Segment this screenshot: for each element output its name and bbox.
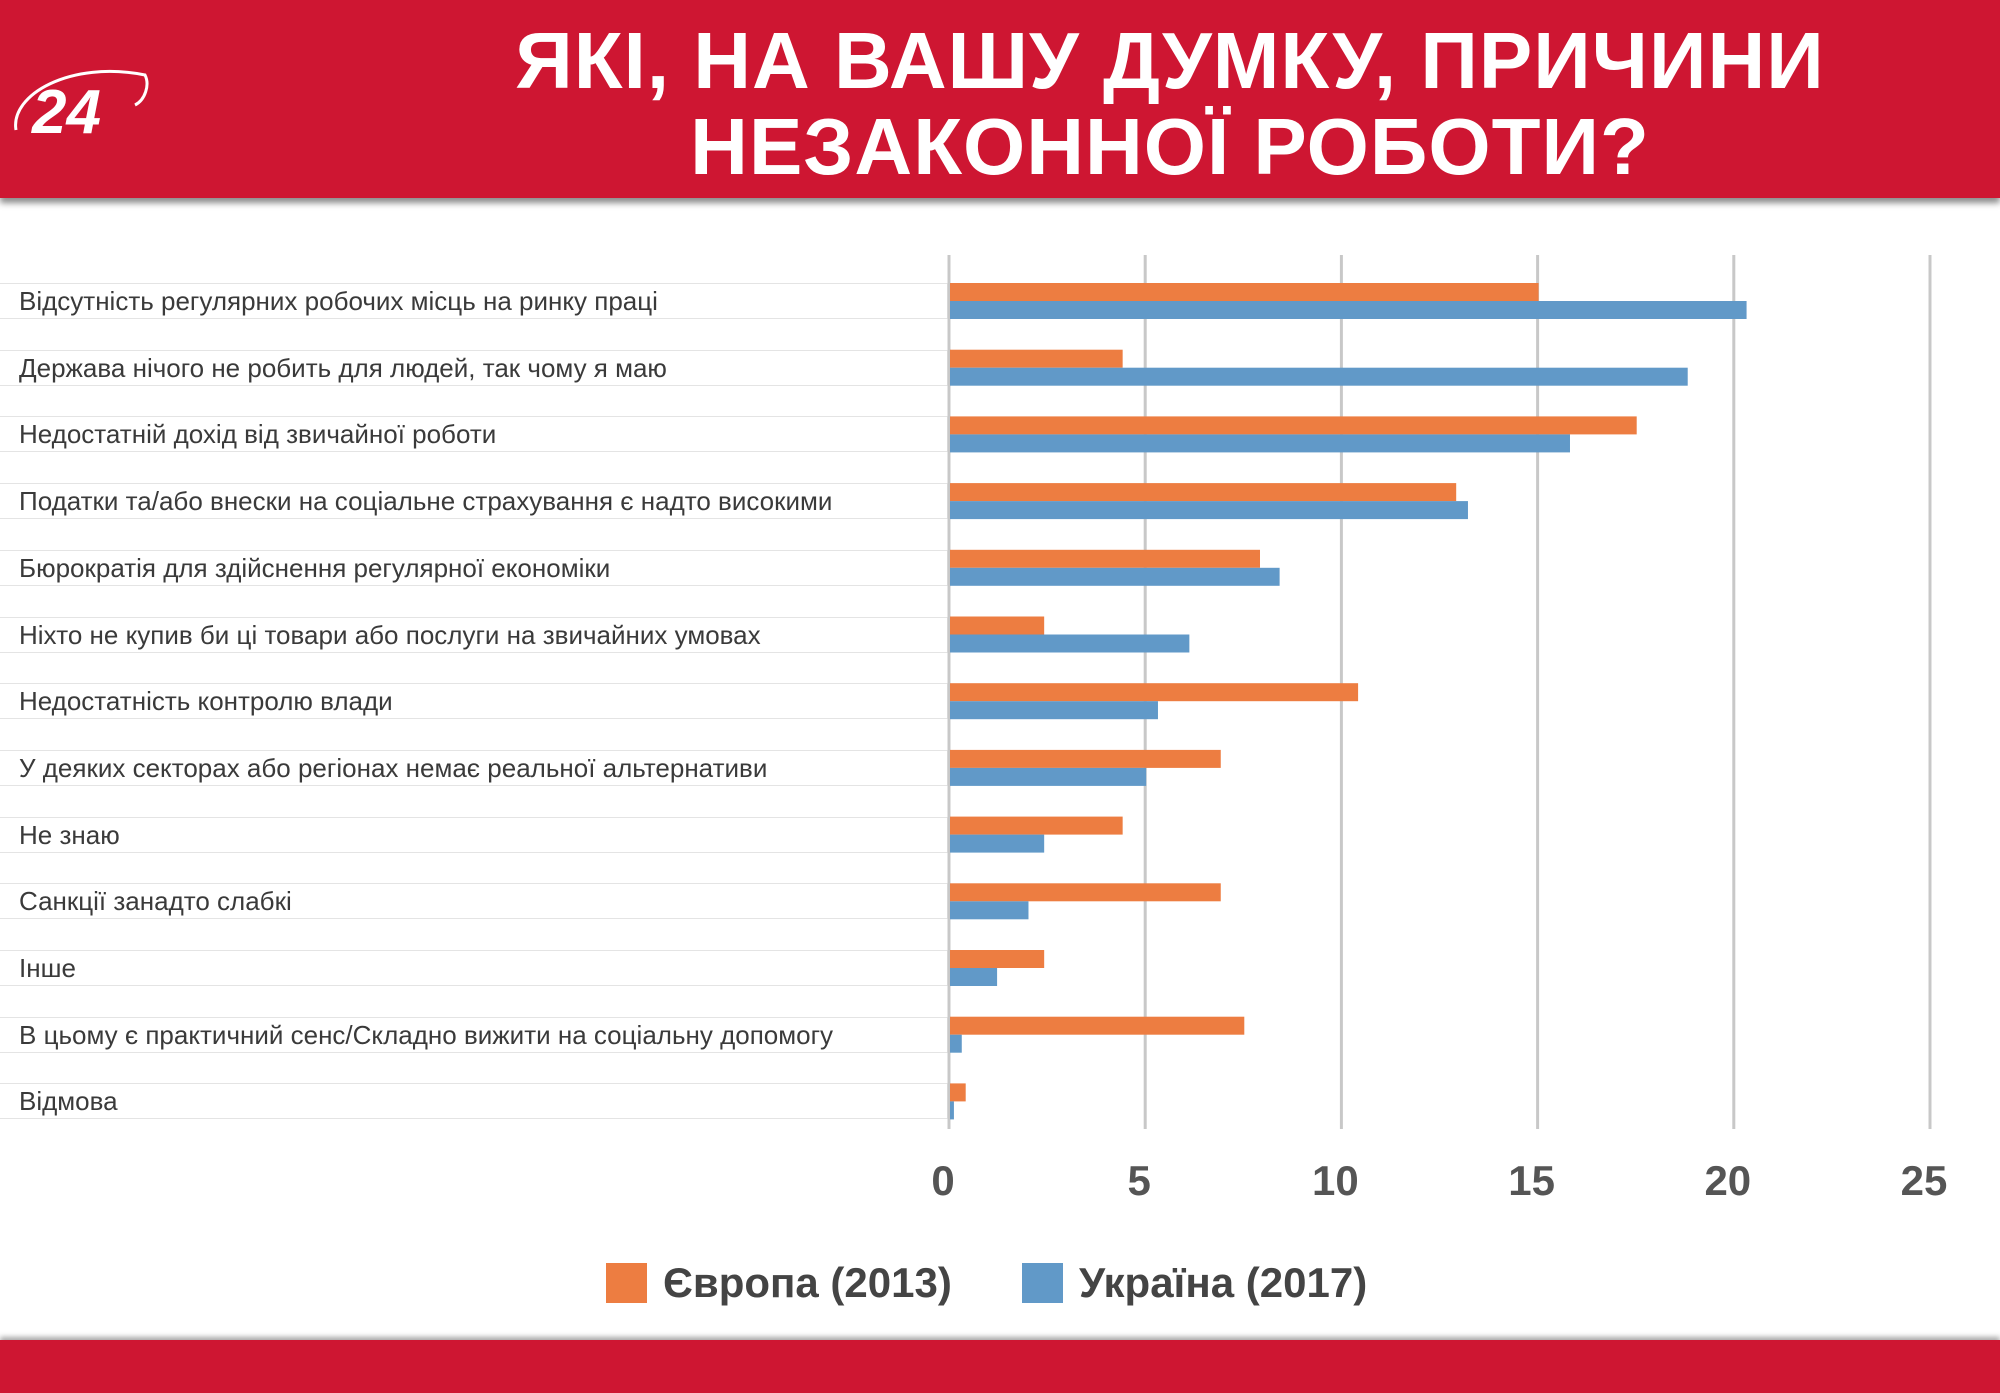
bar-europe: [950, 1016, 1245, 1035]
category-label: Відмова: [19, 1086, 118, 1117]
category-row: Не знаю: [0, 816, 948, 853]
x-tick-label: 0: [931, 1157, 954, 1204]
bar-europe: [950, 349, 1123, 368]
category-row: Відсутність регулярних робочих місць на …: [0, 283, 948, 319]
category-row: Держава нічого не робить для людей, так …: [0, 349, 948, 386]
x-tick-label: 15: [1508, 1157, 1555, 1204]
bar-ukraine: [950, 501, 1468, 520]
category-label: Недостатність контролю влади: [19, 686, 393, 717]
category-row: В цьому є практичний сенс/Складно вижити…: [0, 1016, 948, 1053]
category-row: У деяких секторах або регіонах немає реа…: [0, 749, 948, 786]
category-row: Інше: [0, 950, 948, 986]
category-row: Ніхто не купив би ці товари або послуги …: [0, 616, 948, 653]
category-label: Не знаю: [19, 819, 120, 850]
x-tick-label: 25: [1901, 1157, 1948, 1204]
bar-ukraine: [950, 701, 1158, 720]
bar-ukraine: [950, 301, 1747, 319]
bar-ukraine: [950, 834, 1045, 853]
category-label: В цьому є практичний сенс/Складно вижити…: [19, 1019, 834, 1050]
page-title: ЯКІ, НА ВАШУ ДУМКУ, ПРИЧИНИ НЕЗАКОННОЇ Р…: [300, 18, 2000, 190]
bar-europe: [950, 683, 1359, 702]
bar-europe: [950, 950, 1045, 968]
bar-europe: [950, 816, 1123, 835]
footer-banner: [0, 1340, 2000, 1393]
title-line-1: ЯКІ, НА ВАШУ ДУМКУ, ПРИЧИНИ: [515, 16, 1825, 105]
category-row: Відмова: [0, 1083, 948, 1120]
bar-europe: [950, 1083, 966, 1102]
legend-label-europe: Європа (2013): [663, 1259, 952, 1306]
bar-ukraine: [950, 567, 1280, 586]
category-label: Недостатній дохід від звичайної роботи: [19, 419, 497, 450]
legend-swatch-europe: [606, 1263, 647, 1303]
bar-ukraine: [950, 1034, 962, 1053]
bar-europe: [950, 416, 1637, 435]
bar-europe: [950, 883, 1221, 902]
x-tick-label: 20: [1704, 1157, 1751, 1204]
bar-ukraine: [950, 434, 1570, 453]
title-line-2: НЕЗАКОННОЇ РОБОТИ?: [690, 102, 1650, 191]
category-label: У деяких секторах або регіонах немає реа…: [19, 752, 768, 783]
channel-24-logo: 24: [14, 69, 149, 140]
bar-ukraine: [950, 1101, 954, 1120]
header-banner: 24 ЯКІ, НА ВАШУ ДУМКУ, ПРИЧИНИ НЕЗАКОННО…: [0, 0, 2000, 198]
bar-europe: [950, 283, 1539, 301]
bar-ukraine: [950, 968, 998, 986]
bar-europe: [950, 749, 1221, 768]
legend-europe: Європа (2013): [606, 1259, 952, 1306]
bar-ukraine: [950, 901, 1029, 920]
bar-europe: [950, 549, 1260, 568]
category-label: Податки та/або внески на соціальне страх…: [19, 486, 833, 517]
bar-europe: [950, 483, 1457, 502]
category-row: Податки та/або внески на соціальне страх…: [0, 483, 948, 520]
category-label: Ніхто не купив би ці товари або послуги …: [19, 619, 761, 650]
bar-europe: [950, 616, 1045, 635]
svg-text:24: 24: [31, 78, 101, 140]
category-row: Санкції занадто слабкі: [0, 883, 948, 920]
category-label: Бюрократія для здійснення регулярної еко…: [19, 552, 611, 583]
legend-ukraine: Україна (2017): [1022, 1259, 1368, 1306]
category-row: Бюрократія для здійснення регулярної еко…: [0, 549, 948, 586]
legend-swatch-ukraine: [1022, 1263, 1063, 1303]
bar-chart: 0 5 10 15 20 25: [931, 255, 1948, 1204]
bar-ukraine: [950, 634, 1190, 653]
legend-label-ukraine: Україна (2017): [1079, 1259, 1368, 1306]
x-tick-label: 5: [1128, 1157, 1151, 1204]
bar-ukraine: [950, 767, 1147, 786]
category-label: Інше: [19, 953, 76, 983]
x-tick-label: 10: [1312, 1157, 1359, 1204]
category-label: Держава нічого не робить для людей, так …: [19, 352, 667, 383]
category-row: Недостатність контролю влади: [0, 683, 948, 720]
category-row: Недостатній дохід від звичайної роботи: [0, 416, 948, 453]
category-label: Відсутність регулярних робочих місць на …: [19, 286, 658, 316]
bar-ukraine: [950, 367, 1688, 386]
category-label: Санкції занадто слабкі: [19, 886, 292, 917]
